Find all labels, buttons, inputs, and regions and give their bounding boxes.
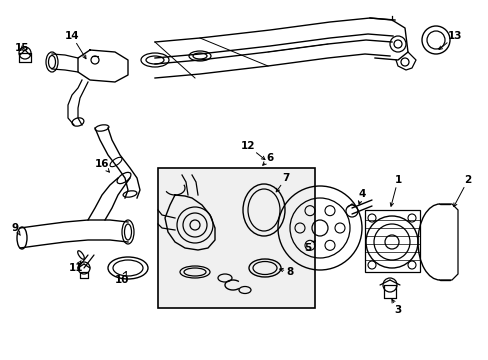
Text: 8: 8 xyxy=(279,267,293,277)
Text: 5: 5 xyxy=(304,241,315,253)
Text: 14: 14 xyxy=(64,31,86,59)
Bar xyxy=(364,210,419,272)
Text: 15: 15 xyxy=(15,43,29,53)
Text: 12: 12 xyxy=(240,141,264,159)
Text: 6: 6 xyxy=(262,153,273,165)
Text: 7: 7 xyxy=(276,173,289,192)
Text: 4: 4 xyxy=(358,189,365,204)
Bar xyxy=(158,168,314,308)
Text: 13: 13 xyxy=(438,31,462,50)
Text: 16: 16 xyxy=(95,159,109,172)
Text: 9: 9 xyxy=(12,223,20,235)
Text: 3: 3 xyxy=(391,300,401,315)
Text: 1: 1 xyxy=(389,175,401,206)
Text: 10: 10 xyxy=(115,271,129,285)
Text: 2: 2 xyxy=(453,175,470,207)
Text: 11: 11 xyxy=(69,261,83,273)
